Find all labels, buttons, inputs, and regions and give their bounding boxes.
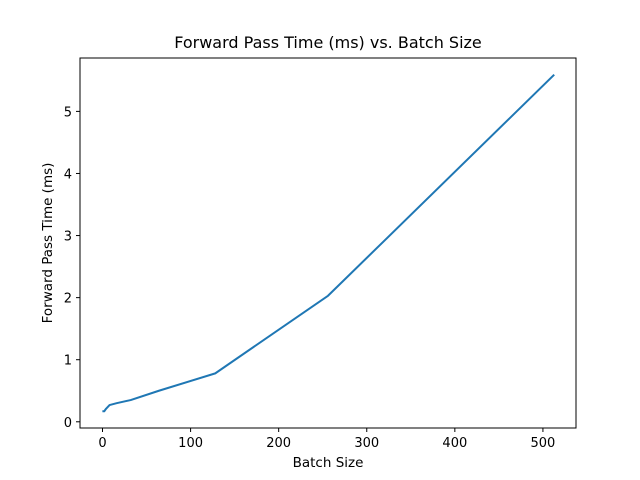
x-tick-label: 300 — [354, 436, 379, 451]
chart-title: Forward Pass Time (ms) vs. Batch Size — [174, 33, 482, 52]
axes-frame — [79, 57, 577, 429]
x-tick-label: 200 — [266, 436, 291, 451]
y-axis-label: Forward Pass Time (ms) — [40, 163, 56, 324]
y-tick-label: 5 — [64, 105, 72, 120]
series-line-0 — [102, 73, 555, 413]
x-tick-label: 400 — [442, 436, 467, 451]
x-axis-label: Batch Size — [293, 455, 364, 471]
y-axis-ticks: 0 1 2 3 4 5 — [64, 105, 80, 431]
y-tick-label: 2 — [64, 292, 72, 307]
plot-area — [102, 73, 555, 413]
y-tick-label: 1 — [64, 354, 72, 369]
x-tick-label: 0 — [98, 436, 106, 451]
y-tick-label: 0 — [64, 416, 72, 431]
y-tick-label: 4 — [64, 167, 72, 182]
x-axis-ticks: 0 100 200 300 400 500 — [98, 428, 555, 451]
x-tick-label: 100 — [178, 436, 203, 451]
y-tick-label: 3 — [64, 230, 72, 245]
x-tick-label: 500 — [531, 436, 556, 451]
